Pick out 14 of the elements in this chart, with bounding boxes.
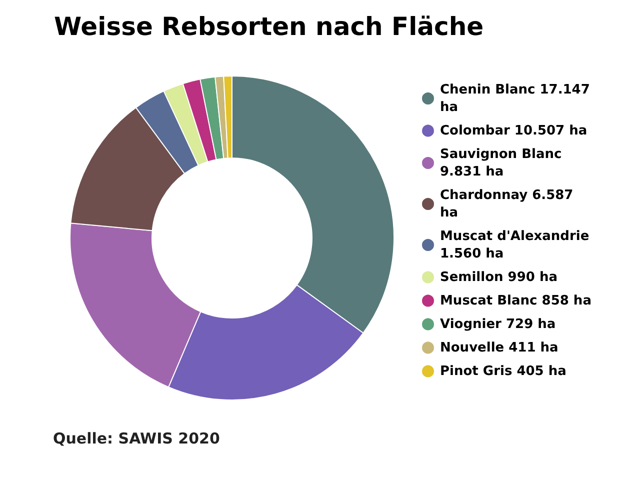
source-note: Quelle: SAWIS 2020 <box>53 430 220 448</box>
legend-label: Colombar 10.507 ha <box>440 123 588 138</box>
legend-label: Muscat Blanc 858 ha <box>440 293 592 308</box>
data-label: 1.560 ha <box>440 246 504 262</box>
data-label: 9.831 ha <box>440 164 504 180</box>
legend-label: Chenin Blanc 17.147 ha <box>440 82 594 115</box>
legend-label: Pinot Gris 405 ha <box>440 364 566 379</box>
legend-label: Nouvelle 411 ha <box>440 340 558 356</box>
legend-label: Semillon 990 ha <box>440 270 558 285</box>
legend-label: Sauvignon Blanc <box>440 146 566 162</box>
legend-label: Viognier 729 ha <box>440 316 556 332</box>
chart-title: Weisse Rebsorten nach Fläche <box>54 12 484 41</box>
legend-label: Muscat d'Alexandrie <box>440 228 594 244</box>
legend-label: Chardonnay 6.587 ha <box>440 188 578 220</box>
